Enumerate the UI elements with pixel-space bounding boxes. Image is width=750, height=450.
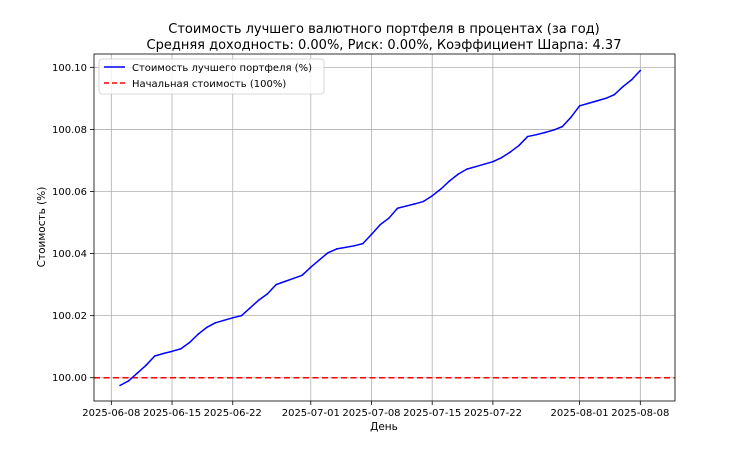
chart-title: Стоимость лучшего валютного портфеля в п… <box>168 22 599 37</box>
legend-label-portfolio: Стоимость лучшего портфеля (%) <box>132 63 312 74</box>
portfolio-point <box>344 246 347 249</box>
x-axis-label: День <box>370 421 398 433</box>
x-tick-label: 2025-07-22 <box>464 408 522 419</box>
portfolio-point <box>353 245 355 247</box>
portfolio-point <box>440 188 442 190</box>
x-tick-label: 2025-07-15 <box>403 408 461 419</box>
portfolio-point <box>223 319 225 322</box>
portfolio-point <box>457 173 460 175</box>
x-tick-label: 2025-06-08 <box>82 408 140 419</box>
portfolio-point <box>379 223 381 226</box>
portfolio-point <box>188 341 191 344</box>
portfolio-point <box>639 69 642 72</box>
portfolio-point <box>388 217 390 219</box>
portfolio-point <box>162 352 165 355</box>
legend: Стоимость лучшего портфеля (%) Начальная… <box>98 58 325 95</box>
chart-subtitle: Средняя доходность: 0.00%, Риск: 0.00%, … <box>147 38 622 53</box>
portfolio-point <box>240 314 243 317</box>
portfolio-point <box>587 102 590 105</box>
portfolio-point <box>492 160 494 163</box>
portfolio-point <box>214 321 217 324</box>
portfolio-point <box>596 100 598 102</box>
series-layer <box>94 69 675 387</box>
portfolio-point <box>405 205 407 207</box>
y-tick-label: 100.06 <box>52 187 87 198</box>
y-tick-label: 100.08 <box>52 125 87 136</box>
x-tick-label: 2025-07-01 <box>282 408 340 419</box>
portfolio-point <box>604 97 607 100</box>
portfolio-point <box>318 258 321 261</box>
legend-label-baseline: Начальная стоимость (100%) <box>132 79 286 90</box>
portfolio-point <box>153 355 156 357</box>
portfolio-point <box>422 200 425 203</box>
portfolio-point <box>275 283 277 286</box>
x-tick-label: 2025-07-08 <box>342 408 400 419</box>
portfolio-point <box>396 207 399 210</box>
x-tick-label: 2025-08-08 <box>611 408 669 419</box>
plot-frame <box>93 53 676 402</box>
portfolio-point <box>119 384 121 387</box>
portfolio-point <box>570 116 572 119</box>
portfolio-point <box>622 85 624 88</box>
portfolio-point <box>500 156 503 159</box>
portfolio-point <box>336 248 338 250</box>
portfolio-point <box>526 135 529 138</box>
portfolio-point <box>362 242 364 245</box>
portfolio-point <box>257 299 260 301</box>
x-tick-label: 2025-06-22 <box>204 408 262 419</box>
portfolio-point <box>518 144 520 147</box>
y-tick-label: 100.00 <box>52 373 87 384</box>
portfolio-point <box>145 364 147 367</box>
portfolio-point <box>292 277 295 280</box>
portfolio-point <box>205 326 208 329</box>
y-axis-label: Стоимость (%) <box>36 187 48 268</box>
portfolio-point <box>127 380 130 382</box>
portfolio-point <box>466 168 468 170</box>
portfolio-point <box>197 333 199 336</box>
portfolio-point <box>431 195 433 197</box>
portfolio-point <box>613 93 616 96</box>
portfolio-point <box>474 165 477 168</box>
legend-box <box>98 58 325 95</box>
portfolio-point <box>309 266 312 269</box>
x-tick-label: 2025-06-15 <box>143 408 201 419</box>
portfolio-point <box>283 280 286 283</box>
y-tick-label: 100.04 <box>52 249 87 260</box>
portfolio-point <box>179 348 182 350</box>
portfolio-point <box>231 317 234 319</box>
portfolio-point <box>266 293 269 295</box>
portfolio-point <box>136 372 139 374</box>
portfolio-point <box>578 105 581 107</box>
portfolio-point <box>414 203 416 205</box>
portfolio-point <box>249 307 251 309</box>
x-tick-label: 2025-08-01 <box>551 408 609 419</box>
tick-layer: 2025-06-08 2025-06-15 2025-06-22 2025-07-01… <box>52 63 669 419</box>
portfolio-point <box>448 180 451 182</box>
portfolio-point <box>509 151 512 153</box>
portfolio-point <box>630 78 633 81</box>
portfolio-point <box>535 133 538 136</box>
portfolio-point <box>544 131 546 134</box>
portfolio-point <box>483 163 486 165</box>
portfolio-point <box>327 251 329 254</box>
portfolio-point <box>370 233 373 236</box>
portfolio-point <box>552 129 555 131</box>
portfolio-point <box>301 274 303 277</box>
portfolio-point <box>561 125 564 128</box>
y-tick-label: 100.10 <box>52 63 87 74</box>
y-tick-label: 100.02 <box>52 311 87 322</box>
portfolio-point <box>171 350 173 353</box>
